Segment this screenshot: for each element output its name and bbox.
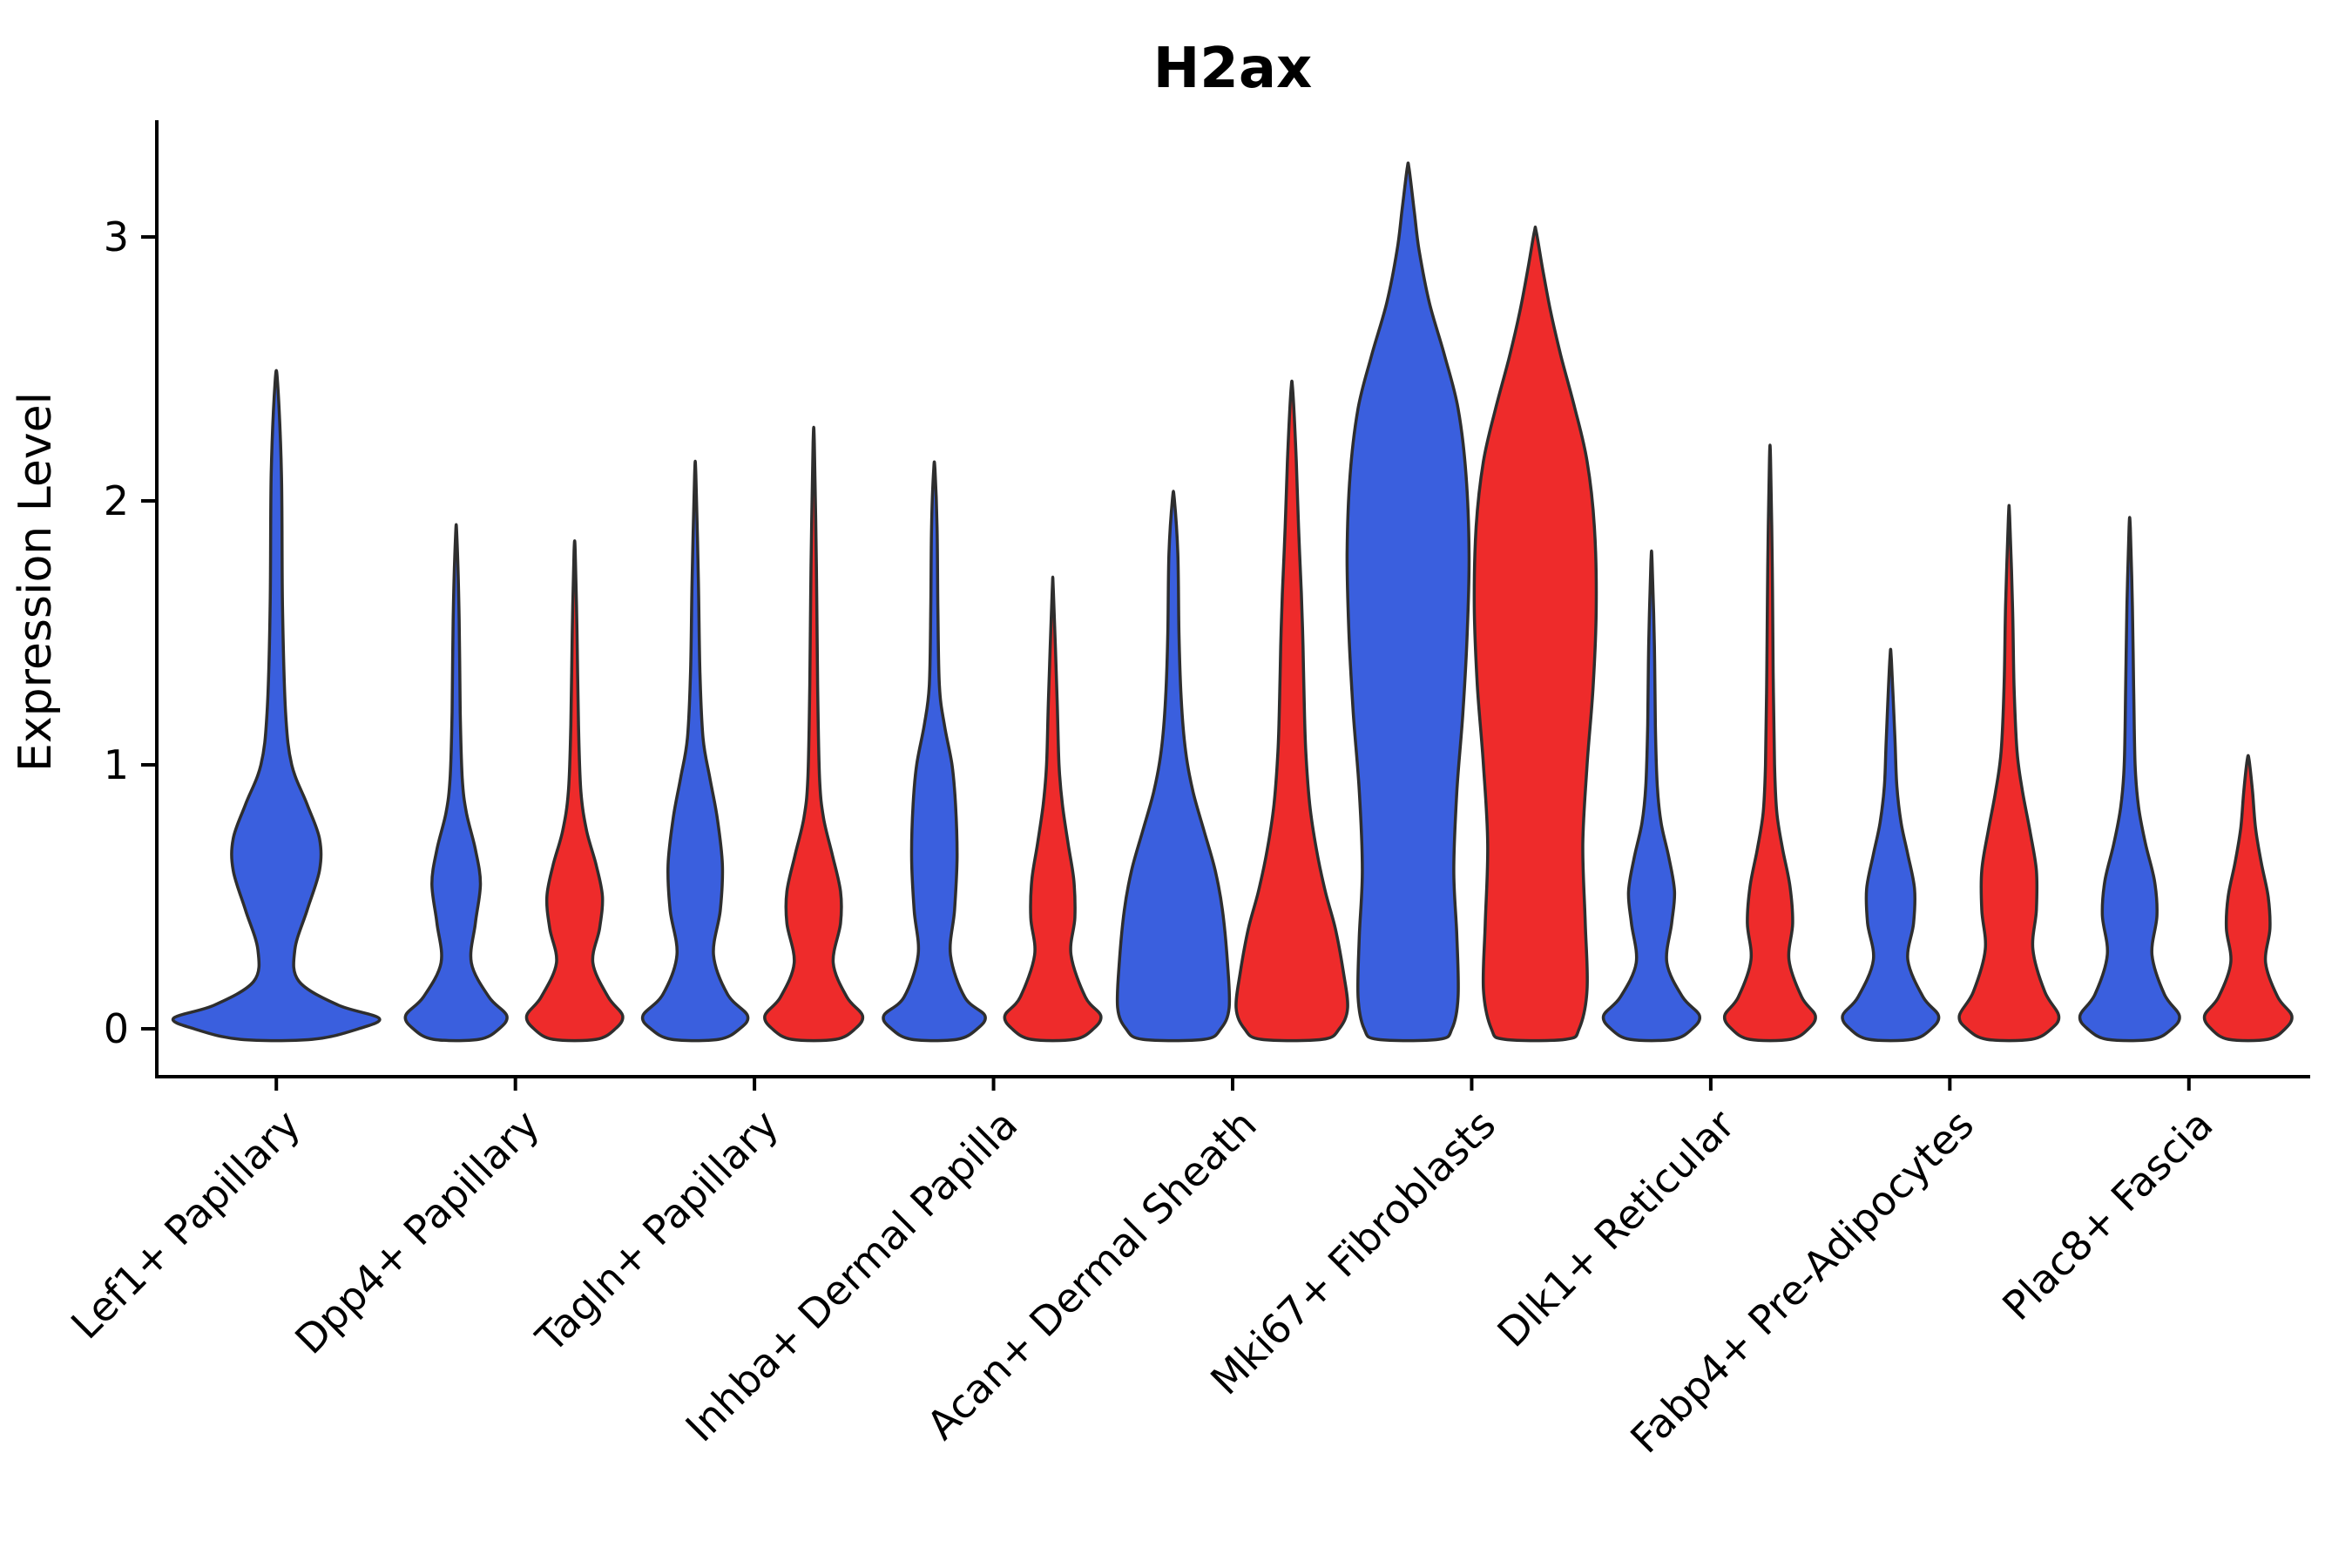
x-category-label: Plac8+ Fascia [1993, 1101, 2221, 1329]
y-tick-label: 3 [104, 213, 129, 260]
violin-fabp4-group1 [1841, 647, 1941, 1043]
x-category-label: Tagln+ Papillary [526, 1101, 787, 1362]
violin-plac8-group2 [2202, 754, 2294, 1043]
violin-mki67-group2 [1472, 225, 1598, 1043]
x-category-label: Dpp4+ Papillary [286, 1101, 548, 1363]
y-tick-label: 0 [104, 1005, 129, 1052]
violin-dpp4-group2 [524, 539, 625, 1043]
x-category-label: Dlk1+ Reticular [1488, 1101, 1743, 1356]
violin-mki67-group1 [1345, 161, 1471, 1043]
y-axis-ticks: 0 1 2 3 [104, 213, 157, 1052]
y-tick-label: 2 [104, 477, 129, 524]
violin-dpp4-group1 [403, 523, 509, 1043]
violin-dlk1-group2 [1722, 443, 1817, 1043]
violin-plac8-group1 [2078, 516, 2181, 1043]
chart-title: H2ax [1153, 37, 1313, 101]
violin-fabp4-group2 [1957, 504, 2061, 1043]
violin-inhba-group1 [882, 460, 987, 1043]
violin-acan-group1 [1115, 490, 1232, 1043]
violin-acan-group2 [1234, 379, 1349, 1043]
y-axis-label: Expression Level [10, 392, 62, 772]
violins-group [171, 161, 2294, 1043]
violin-dlk1-group1 [1601, 549, 1702, 1043]
x-category-label: Lef1+ Papillary [62, 1101, 309, 1348]
violin-inhba-group2 [1003, 575, 1103, 1043]
violin-tagln-group1 [640, 459, 750, 1043]
y-tick-label: 1 [104, 741, 129, 788]
violin-lef1-group1 [171, 368, 382, 1043]
violin-tagln-group2 [763, 425, 865, 1043]
